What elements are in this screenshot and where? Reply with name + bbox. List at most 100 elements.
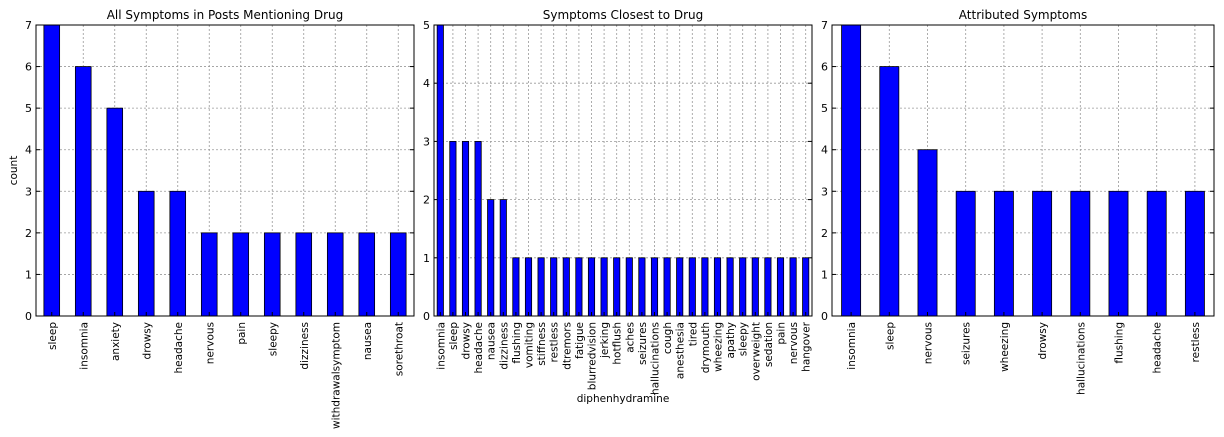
bar-sleepy bbox=[739, 257, 747, 317]
xtick-label: nervous bbox=[204, 322, 216, 364]
ytick-label: 0 bbox=[25, 310, 32, 323]
xtick-label: jerking bbox=[599, 322, 611, 359]
xtick-label: anesthesia bbox=[675, 322, 687, 379]
bar-fatigue bbox=[575, 257, 583, 317]
bar-sorethroat bbox=[389, 232, 407, 317]
chart-title: Attributed Symptoms bbox=[959, 8, 1087, 22]
xtick-label: insomnia bbox=[78, 322, 90, 370]
ytick-label: 3 bbox=[25, 185, 32, 198]
xtick-label: hallucinations bbox=[650, 322, 662, 395]
bar-vomiting bbox=[524, 257, 533, 317]
bar-hotflush bbox=[613, 257, 621, 317]
bar-anesthesia bbox=[676, 257, 684, 317]
xtick-label: headache bbox=[473, 322, 485, 374]
ytick-label: 2 bbox=[821, 227, 828, 240]
xtick-label: sleep bbox=[884, 322, 896, 350]
ytick-label: 5 bbox=[423, 19, 430, 32]
xtick-label: pain bbox=[236, 322, 248, 345]
ytick-label: 7 bbox=[25, 19, 32, 32]
xtick-label: headache bbox=[173, 322, 185, 374]
xtick-label: cough bbox=[662, 322, 674, 354]
xtick-label: sedation bbox=[763, 322, 775, 367]
ytick-label: 5 bbox=[821, 102, 828, 115]
bar-restless bbox=[1184, 190, 1205, 317]
xtick-label: seizures bbox=[637, 322, 649, 365]
bar-nausea bbox=[358, 232, 376, 317]
xtick-label: nervous bbox=[923, 322, 935, 364]
xtick-label: sleep bbox=[47, 322, 59, 350]
xtick-label: fatigue bbox=[574, 322, 586, 359]
ytick-label: 4 bbox=[25, 144, 32, 157]
plot-frame bbox=[35, 24, 415, 317]
xtick-label: wheezing bbox=[999, 322, 1011, 372]
ytick-label: 6 bbox=[25, 61, 32, 74]
xtick-label: restless bbox=[1190, 322, 1202, 362]
bar-sleep bbox=[43, 24, 61, 317]
xtick-label: dizziness bbox=[498, 322, 510, 370]
ytick-label: 6 bbox=[821, 61, 828, 74]
bar-wheezing bbox=[993, 190, 1014, 317]
xtick-label: hangover bbox=[801, 321, 813, 372]
bar-sleep bbox=[449, 140, 457, 317]
xtick-label: drowsy bbox=[1037, 322, 1049, 359]
xtick-label: hotflush bbox=[612, 322, 624, 365]
x-axis-label: diphenhydramine bbox=[577, 393, 670, 405]
bar-aches bbox=[625, 257, 633, 317]
bar-pain bbox=[776, 257, 785, 317]
xtick-label: drymouth bbox=[700, 322, 712, 373]
bar-hangover bbox=[802, 257, 810, 317]
y-axis-label: count bbox=[8, 156, 20, 186]
chart-title: All Symptoms in Posts Mentioning Drug bbox=[107, 8, 344, 22]
bar-apathy bbox=[726, 257, 734, 317]
ytick-label: 1 bbox=[25, 268, 32, 281]
bar-headache bbox=[474, 140, 482, 317]
ytick-label: 1 bbox=[821, 268, 828, 281]
ytick-label: 1 bbox=[423, 252, 430, 265]
bar-dtremors bbox=[562, 257, 570, 317]
xtick-label: insomnia bbox=[846, 322, 858, 370]
bar-hallucinations bbox=[1070, 190, 1091, 317]
bar-sleep bbox=[879, 66, 900, 317]
ytick-label: 0 bbox=[423, 310, 430, 323]
xtick-label: tired bbox=[687, 322, 699, 346]
bar-nervous bbox=[789, 257, 797, 317]
bar-nervous bbox=[200, 232, 218, 317]
bar-anxiety bbox=[106, 107, 124, 317]
xtick-label: sorethroat bbox=[393, 322, 405, 376]
chart-title: Symptoms Closest to Drug bbox=[543, 8, 704, 22]
xtick-label: dizziness bbox=[299, 322, 311, 370]
xtick-label: blurredvision bbox=[587, 322, 599, 390]
bar-insomnia bbox=[436, 24, 444, 317]
bar-drowsy bbox=[137, 190, 155, 317]
ytick-label: 4 bbox=[821, 144, 828, 157]
ytick-label: 7 bbox=[821, 19, 828, 32]
xtick-label: restless bbox=[549, 322, 561, 362]
xtick-label: dtremors bbox=[561, 322, 573, 370]
bar-withdrawalsymptom bbox=[326, 232, 344, 317]
bar-flushing bbox=[512, 257, 520, 317]
bar-headache bbox=[1146, 190, 1167, 317]
bar-drymouth bbox=[701, 257, 709, 317]
bar-hallucinations bbox=[650, 257, 659, 317]
ytick-label: 2 bbox=[423, 194, 430, 207]
bar-insomnia bbox=[74, 66, 92, 317]
xtick-label: seizures bbox=[961, 322, 973, 365]
bar-seizures bbox=[638, 257, 646, 317]
xtick-label: headache bbox=[1152, 322, 1164, 374]
bar-dizziness bbox=[295, 232, 313, 317]
xtick-label: anxiety bbox=[110, 322, 122, 361]
xtick-label: insomnia bbox=[435, 322, 447, 370]
xtick-label: drowsy bbox=[141, 322, 153, 359]
bar-overweight bbox=[751, 257, 759, 317]
bar-headache bbox=[169, 190, 187, 317]
bar-nervous bbox=[917, 149, 938, 317]
plot-frame bbox=[831, 24, 1215, 317]
bar-nausea bbox=[487, 199, 495, 317]
ytick-label: 0 bbox=[821, 310, 828, 323]
bar-jerking bbox=[600, 257, 608, 317]
bar-restless bbox=[550, 257, 558, 317]
bar-sleepy bbox=[263, 232, 281, 317]
bar-blurredvision bbox=[587, 257, 596, 317]
xtick-label: sleepy bbox=[738, 322, 750, 356]
